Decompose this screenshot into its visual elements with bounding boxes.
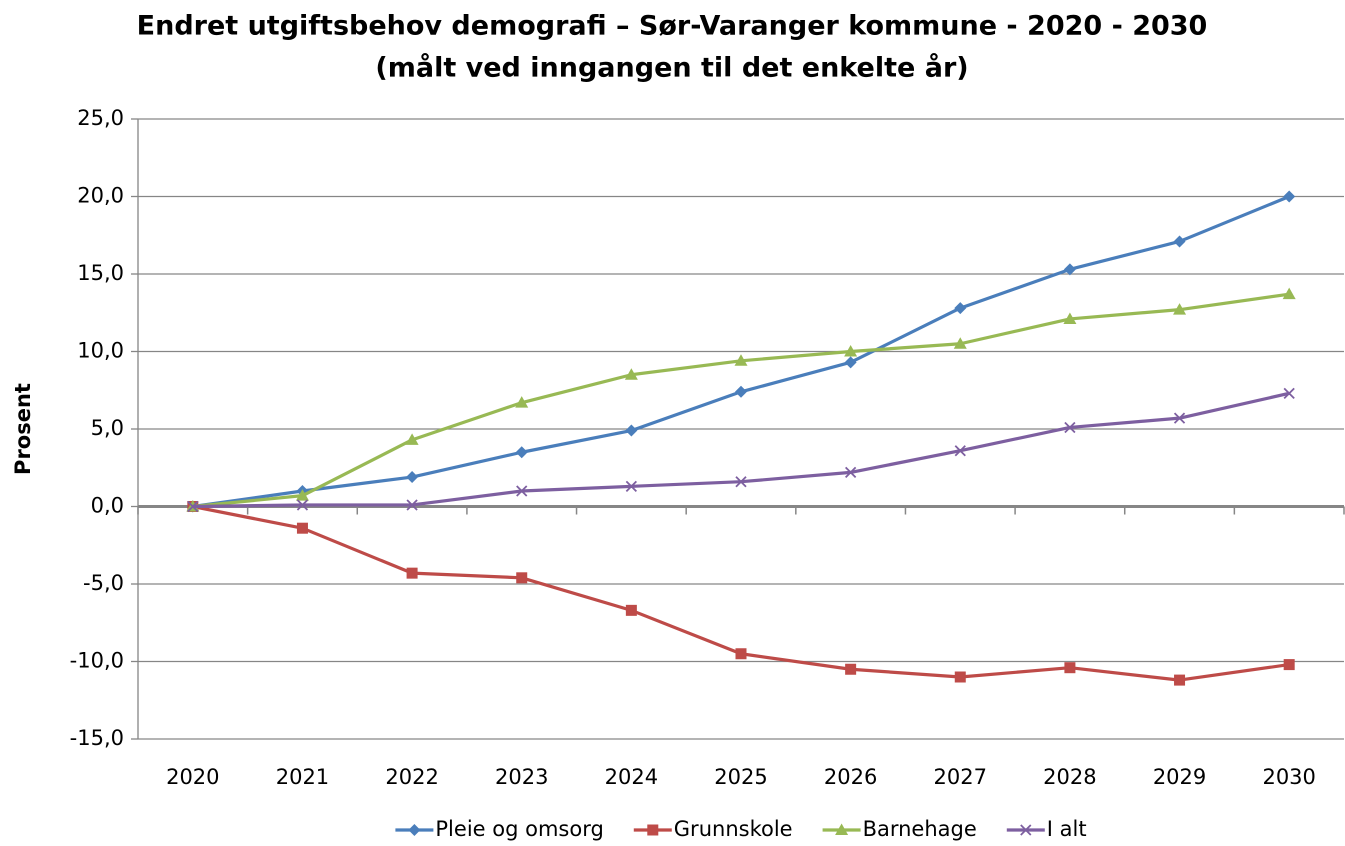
marker bbox=[1174, 674, 1186, 686]
marker bbox=[296, 499, 309, 511]
y-tick-label: -5,0 bbox=[83, 571, 124, 595]
legend-label: I alt bbox=[1047, 817, 1087, 841]
legend-label: Grunnskole bbox=[674, 817, 793, 841]
marker bbox=[1283, 387, 1295, 399]
marker bbox=[296, 522, 308, 534]
marker bbox=[625, 604, 637, 616]
y-tick-label: 15,0 bbox=[77, 261, 124, 285]
marker bbox=[516, 572, 528, 584]
marker bbox=[1282, 287, 1296, 300]
legend-label: Pleie og omsorg bbox=[435, 817, 603, 841]
x-tick-label: 2028 bbox=[1043, 765, 1096, 789]
marker bbox=[1173, 303, 1187, 315]
marker bbox=[1064, 662, 1076, 674]
marker bbox=[835, 823, 849, 835]
y-tick-label: 5,0 bbox=[91, 416, 124, 440]
marker bbox=[1020, 824, 1032, 836]
x-tick-label: 2023 bbox=[495, 765, 548, 789]
y-tick-label: 25,0 bbox=[77, 106, 124, 130]
marker bbox=[1063, 312, 1077, 324]
series-line bbox=[192, 391, 1290, 509]
marker bbox=[187, 500, 199, 513]
marker bbox=[735, 385, 747, 398]
x-tick-label: 2026 bbox=[824, 765, 877, 789]
marker bbox=[406, 567, 418, 579]
x-tick-label: 2027 bbox=[934, 765, 987, 789]
marker bbox=[624, 368, 638, 380]
marker bbox=[954, 671, 966, 683]
x-tick-label: 2030 bbox=[1262, 765, 1315, 789]
marker bbox=[954, 302, 967, 315]
marker bbox=[406, 499, 418, 511]
marker bbox=[1063, 263, 1076, 276]
x-tick-label: 2025 bbox=[714, 765, 767, 789]
legend-label: Barnehage bbox=[863, 817, 977, 841]
y-tick-label: -15,0 bbox=[70, 726, 124, 750]
chart-title: Endret utgiftsbehov demografi – Sør-Vara… bbox=[137, 11, 1208, 42]
legend: Pleie og omsorg Grunnskole Barnehage I alt bbox=[395, 817, 1087, 841]
marker bbox=[953, 337, 967, 349]
y-tick-label: 10,0 bbox=[77, 339, 124, 363]
marker bbox=[735, 648, 747, 660]
y-tick-label: -10,0 bbox=[70, 649, 124, 673]
marker bbox=[1064, 421, 1076, 434]
marker bbox=[647, 824, 659, 836]
marker bbox=[625, 424, 638, 437]
marker bbox=[515, 396, 529, 408]
marker bbox=[295, 489, 309, 501]
marker bbox=[735, 476, 747, 488]
x-tick-label: 2020 bbox=[166, 765, 219, 789]
y-tick-label: 0,0 bbox=[91, 494, 124, 518]
marker bbox=[1173, 235, 1186, 248]
series-line bbox=[192, 292, 1290, 509]
marker bbox=[844, 356, 857, 369]
marker bbox=[844, 466, 857, 479]
marker bbox=[625, 480, 638, 492]
x-tick-label: 2029 bbox=[1153, 765, 1206, 789]
x-tick-label: 2024 bbox=[605, 765, 658, 789]
marker bbox=[405, 433, 419, 445]
marker bbox=[516, 485, 528, 497]
marker bbox=[515, 446, 528, 459]
y-axis-title: Prosent bbox=[11, 383, 35, 475]
marker bbox=[1283, 659, 1295, 671]
marker bbox=[408, 824, 421, 836]
x-tick-label: 2021 bbox=[276, 765, 329, 789]
marker bbox=[734, 354, 748, 366]
marker bbox=[1283, 190, 1296, 203]
y-tick-label: 20,0 bbox=[77, 184, 124, 208]
marker bbox=[954, 445, 966, 457]
marker bbox=[406, 471, 419, 484]
marker bbox=[1173, 412, 1186, 424]
x-tick-label: 2022 bbox=[385, 765, 438, 789]
marker bbox=[845, 663, 857, 675]
marker bbox=[844, 345, 858, 357]
chart-subtitle: (målt ved inngangen til det enkelte år) bbox=[375, 52, 968, 84]
